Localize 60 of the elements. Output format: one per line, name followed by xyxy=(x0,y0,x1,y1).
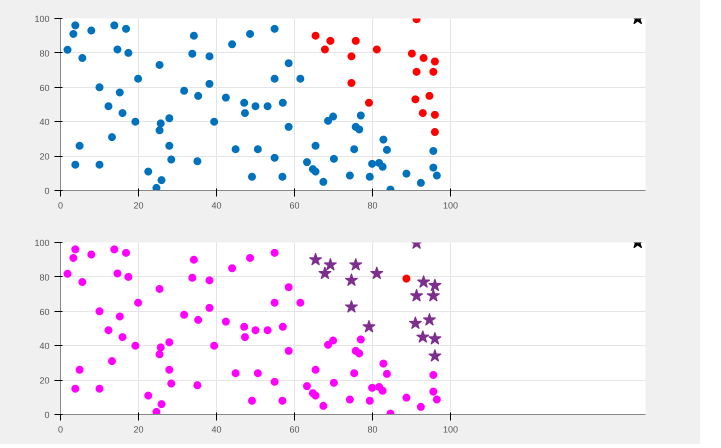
x-tick-label: 60 xyxy=(289,200,300,210)
y-tick-label: 80 xyxy=(39,48,50,58)
point xyxy=(362,320,376,333)
point xyxy=(408,316,422,330)
x-tick-label: 80 xyxy=(367,424,378,434)
x-tick-label: 40 xyxy=(211,200,222,210)
y-tick-label: 60 xyxy=(39,306,50,317)
y-tick-label: 40 xyxy=(39,341,50,352)
point xyxy=(412,68,421,76)
point xyxy=(430,110,439,119)
x-tick-label: 60 xyxy=(289,424,300,434)
point xyxy=(318,266,332,280)
point xyxy=(411,95,420,104)
x-tick-label: 20 xyxy=(133,424,144,434)
point xyxy=(308,252,322,266)
point xyxy=(420,54,428,62)
point xyxy=(344,300,358,313)
point xyxy=(418,109,427,118)
point xyxy=(428,332,442,345)
point xyxy=(429,68,438,76)
point xyxy=(349,258,362,271)
point xyxy=(428,349,442,362)
y-tick-label: 100 xyxy=(34,14,50,24)
point xyxy=(408,50,416,58)
x-tick-label: 20 xyxy=(133,200,144,210)
point xyxy=(372,45,381,54)
point xyxy=(364,98,373,107)
point xyxy=(320,45,329,54)
y-tick-label: 0 xyxy=(44,410,50,420)
x-tick-label: 0 xyxy=(58,200,64,210)
point xyxy=(416,330,430,343)
point xyxy=(430,128,439,136)
y-tick-label: 0 xyxy=(44,186,50,196)
point xyxy=(425,92,434,100)
y-tick-label: 100 xyxy=(34,238,50,248)
point xyxy=(352,36,360,45)
point xyxy=(347,52,356,60)
y-tick-label: 20 xyxy=(39,376,50,386)
point xyxy=(324,258,338,271)
point xyxy=(312,32,320,40)
point xyxy=(422,312,436,326)
point xyxy=(402,274,410,283)
x-tick-label: 100 xyxy=(442,424,458,434)
point xyxy=(428,278,442,292)
point xyxy=(326,36,334,45)
point xyxy=(416,275,430,288)
x-tick-label: 100 xyxy=(442,200,458,210)
point xyxy=(426,288,440,302)
x-tick-label: 80 xyxy=(367,200,378,210)
point xyxy=(410,288,424,302)
x-tick-label: 40 xyxy=(211,424,222,434)
x-tick-label: 0 xyxy=(58,424,64,434)
point xyxy=(370,266,384,280)
point xyxy=(430,58,439,66)
point xyxy=(347,79,356,87)
point xyxy=(344,273,358,286)
y-tick-label: 80 xyxy=(39,272,50,282)
y-tick-label: 20 xyxy=(39,152,50,162)
y-tick-label: 40 xyxy=(39,117,50,128)
y-tick-label: 60 xyxy=(39,82,50,93)
